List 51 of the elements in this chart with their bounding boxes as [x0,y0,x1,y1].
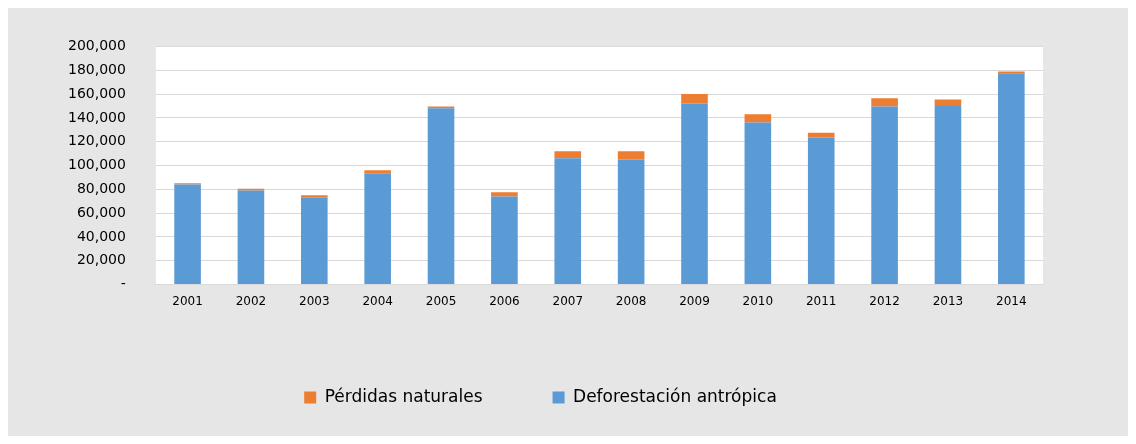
bar [744,122,772,285]
bar [617,151,645,160]
bar [681,94,708,104]
bar [934,105,962,285]
bar [998,73,1025,285]
bar [364,173,391,285]
y-tick-label: 180,000 [67,60,126,77]
y-tick-label: 140,000 [67,108,126,125]
x-tick-label: 2004 [362,293,393,308]
bar [301,197,328,285]
bar [744,114,772,123]
bar [871,98,898,107]
legend-label: Deforestación antrópica [573,385,777,406]
bar [491,192,518,197]
bar [617,159,645,285]
bar [807,137,835,285]
bar [174,184,201,285]
x-tick-label: 2006 [489,293,520,308]
x-tick-label: 2005 [425,293,457,308]
y-tick-label: 100,000 [67,156,126,173]
bar [554,151,582,159]
x-tick-label: 2009 [679,293,710,308]
y-tick-label: 60,000 [76,203,126,220]
y-tick-label: 80,000 [76,179,126,196]
x-tick-label: 2011 [805,293,837,308]
bar [934,99,962,106]
bar [871,106,898,285]
x-tick-label: 2002 [235,293,267,308]
x-tick-label: 2001 [172,293,203,308]
y-tick-label: 40,000 [76,227,126,244]
x-tick-label: 2008 [615,293,647,308]
y-tick-label: 120,000 [67,132,126,149]
bar [237,190,265,285]
bar [301,195,328,198]
bar [681,103,708,285]
bar [491,196,518,285]
bar [554,158,582,285]
bar [807,132,835,138]
bar [364,170,391,174]
x-tick-label: 2014 [996,293,1027,308]
y-tick-label: 200,000 [67,37,126,54]
bar [427,108,455,285]
y-tick-label: 20,000 [76,251,126,268]
x-tick-label: 2007 [552,293,584,308]
y-tick-label: 160,000 [67,84,126,101]
x-tick-label: 2013 [932,293,964,308]
x-tick-label: 2003 [299,293,330,308]
x-tick-label: 2012 [869,293,900,308]
x-tick-label: 2010 [742,293,774,308]
legend-label: Pérdidas naturales [324,385,483,406]
y-tick-label: - [120,275,126,292]
